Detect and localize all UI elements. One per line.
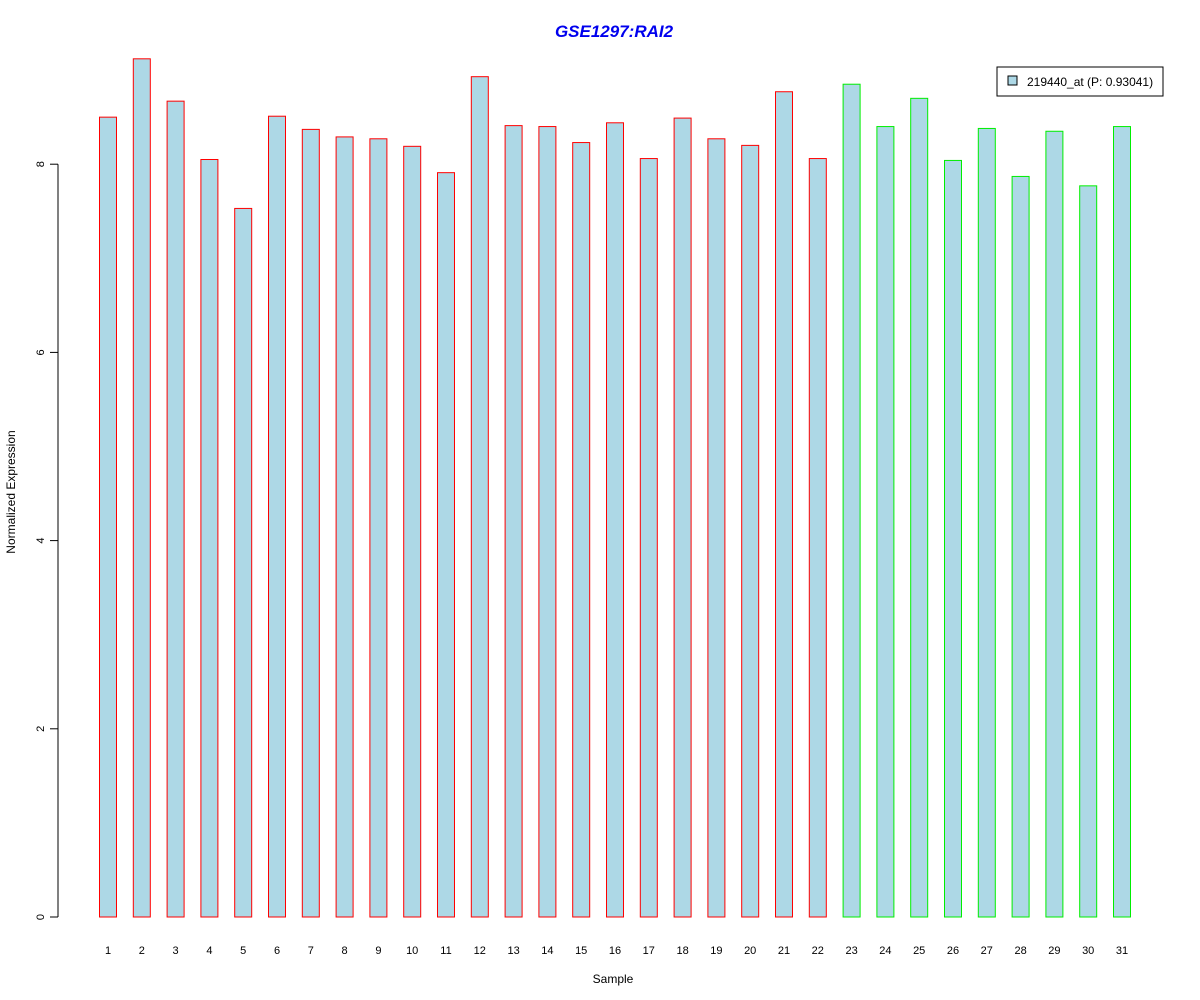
bar: [707, 138, 726, 918]
bars: [99, 58, 1131, 918]
bar: [1079, 185, 1098, 918]
x-tick-label: 20: [744, 945, 756, 957]
x-tick-labels: 1 2 3 4 5 6 7 8 9 10 11 12 13 14 15 16 17 18 19 20 21 22 23 24 2…: [105, 945, 1128, 957]
y-tick-label: 8: [35, 161, 47, 167]
bar: [876, 126, 895, 918]
x-tick-label: 25: [913, 945, 925, 957]
x-axis-label: Sample: [593, 972, 634, 986]
y-tick-label: 2: [35, 726, 47, 732]
bar: [538, 126, 557, 918]
bar: [268, 115, 286, 918]
x-tick-label: 2: [139, 945, 145, 957]
bar: [234, 207, 253, 918]
legend: 219440_at (P: 0.93041): [996, 66, 1164, 97]
bar: [910, 97, 929, 918]
bar: [775, 91, 793, 918]
bar: [572, 142, 591, 918]
bar: [132, 58, 151, 918]
x-tick-label: 3: [173, 945, 179, 957]
bar: [606, 122, 624, 918]
bar: [977, 127, 996, 918]
y-tick-label: 0: [35, 914, 47, 920]
bar: [470, 76, 489, 918]
bar: [808, 158, 827, 918]
x-tick-label: 14: [541, 945, 553, 957]
bar: [166, 100, 185, 918]
x-tick-label: 18: [676, 945, 688, 957]
x-tick-label: 23: [845, 945, 857, 957]
y-axis-label: Normalized Expression: [4, 430, 18, 553]
bar: [842, 83, 861, 918]
x-tick-label: 9: [375, 945, 381, 957]
x-tick-label: 19: [710, 945, 722, 957]
bar: [369, 138, 388, 918]
x-tick-label: 24: [879, 945, 891, 957]
legend-box: [996, 66, 1164, 97]
bar: [639, 158, 658, 918]
legend-label: 219440_at (P: 0.93041): [1027, 75, 1153, 89]
x-tick-label: 11: [440, 945, 451, 957]
x-tick-label: 21: [778, 945, 790, 957]
x-tick-label: 16: [609, 945, 621, 957]
bar: [944, 159, 962, 918]
y-tick-label: 6: [35, 349, 47, 355]
bar: [403, 145, 422, 918]
x-tick-label: 8: [342, 945, 348, 957]
bar: [1113, 126, 1131, 918]
bar: [1045, 130, 1064, 918]
x-tick-label: 13: [507, 945, 519, 957]
bar: [301, 128, 320, 918]
x-tick-label: 4: [206, 945, 212, 957]
bar: [673, 117, 692, 918]
x-tick-label: 15: [575, 945, 587, 957]
bar: [335, 136, 354, 918]
x-tick-label: 22: [812, 945, 824, 957]
x-tick-label: 31: [1116, 945, 1128, 957]
bar: [504, 125, 523, 918]
x-tick-label: 26: [947, 945, 959, 957]
x-tick-label: 10: [406, 945, 418, 957]
x-tick-label: 30: [1082, 945, 1094, 957]
x-tick-label: 1: [105, 945, 111, 957]
y-tick-label: 4: [35, 538, 47, 544]
y-axis: 0 2 4 6 8: [35, 161, 59, 920]
x-tick-label: 28: [1014, 945, 1026, 957]
chart-title: GSE1297:RAI2: [555, 22, 674, 41]
bar: [1011, 175, 1030, 918]
bar: [741, 144, 760, 918]
x-tick-label: 17: [643, 945, 655, 957]
legend-swatch: [1007, 75, 1018, 86]
x-tick-label: 7: [308, 945, 314, 957]
x-tick-label: 6: [274, 945, 280, 957]
x-tick-label: 5: [240, 945, 246, 957]
x-tick-label: 27: [981, 945, 993, 957]
bar: [99, 116, 117, 918]
x-tick-label: 12: [474, 945, 486, 957]
x-tick-label: 29: [1048, 945, 1060, 957]
bar: [200, 158, 219, 918]
bar: [437, 172, 455, 918]
